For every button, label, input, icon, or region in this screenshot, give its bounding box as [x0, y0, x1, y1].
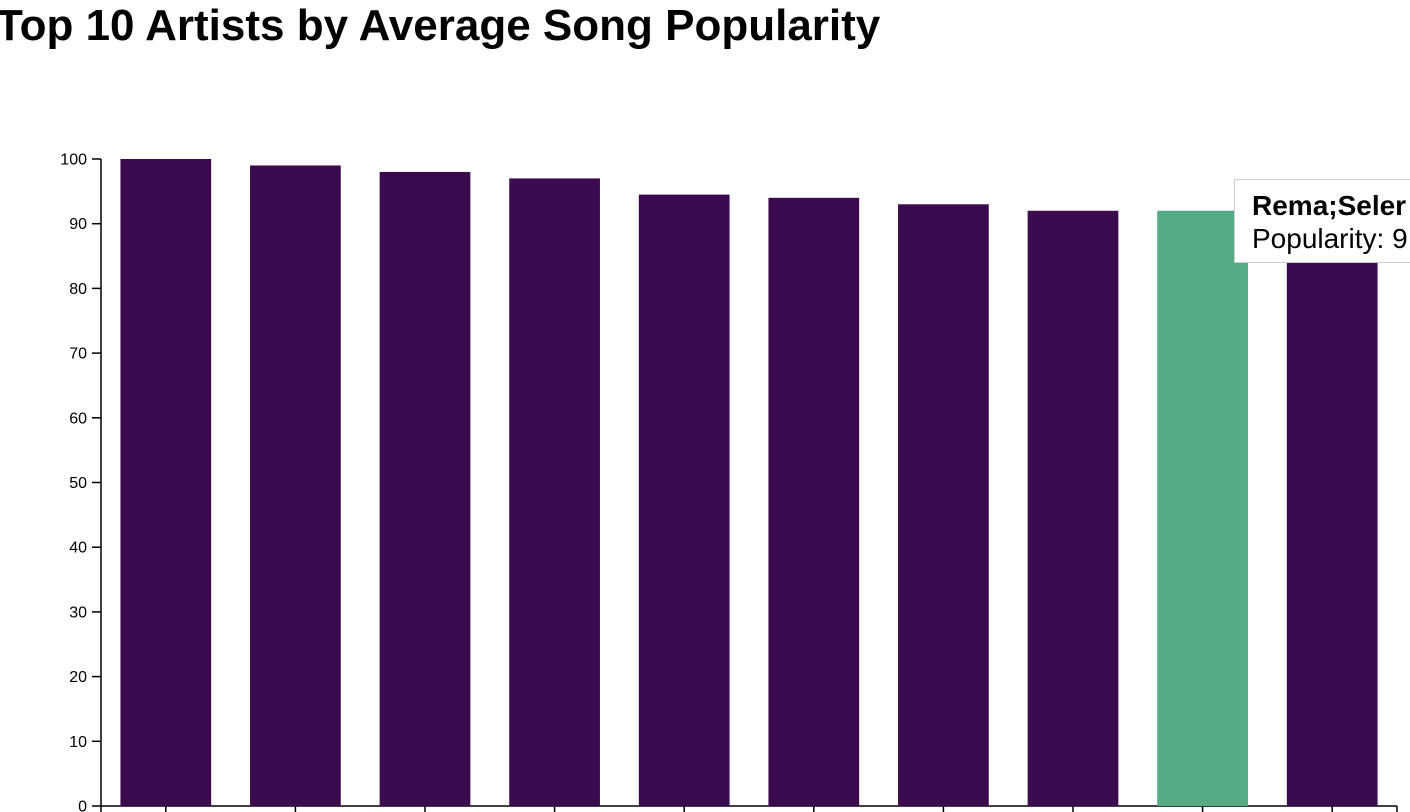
bar[interactable]: [1027, 210, 1119, 806]
y-tick-label: 10: [69, 734, 87, 751]
bar[interactable]: [1286, 210, 1378, 806]
bar[interactable]: [1157, 210, 1248, 806]
bars-group: [120, 159, 1378, 807]
y-tick-label: 100: [60, 152, 87, 169]
y-tick-label: 70: [69, 346, 87, 363]
bar[interactable]: [120, 159, 212, 806]
x-axis: [101, 805, 1398, 812]
y-tick-label: 50: [69, 475, 87, 492]
bar[interactable]: [898, 204, 989, 807]
y-tick-label: 80: [69, 281, 87, 298]
bar[interactable]: [379, 171, 471, 806]
bar[interactable]: [638, 194, 730, 806]
chart-title: Top 10 Artists by Average Song Popularit…: [0, 1, 881, 50]
y-tick-label: 90: [69, 216, 87, 233]
y-tick-label: 0: [78, 799, 87, 812]
tooltip-artist-name: Rema;Seler: [1252, 190, 1407, 221]
bar[interactable]: [768, 197, 860, 806]
tooltip-popularity-text: Popularity: 9: [1252, 223, 1408, 254]
y-tick-label: 30: [69, 604, 87, 621]
bar[interactable]: [509, 178, 600, 806]
bar[interactable]: [250, 165, 341, 807]
y-tick-label: 20: [69, 669, 87, 686]
y-tick-label: 60: [69, 410, 87, 427]
y-tick-label: 40: [69, 540, 87, 557]
bar-tooltip: Rema;Seler Popularity: 9: [1234, 179, 1410, 263]
y-axis: 0 10 20 30 40 50 60 70 80 90 100: [60, 152, 102, 812]
